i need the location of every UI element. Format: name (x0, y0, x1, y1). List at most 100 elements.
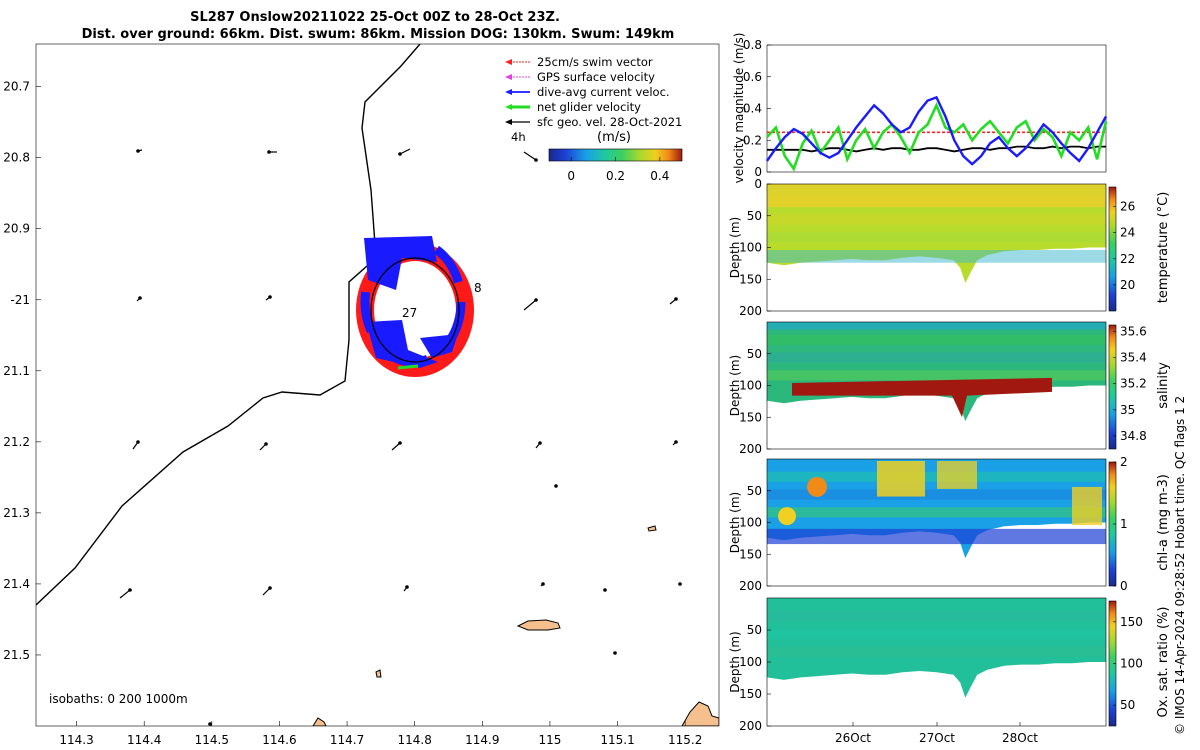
colorbar-tick-label: 20 (1120, 278, 1135, 292)
colorbar-tick-label: 35.2 (1120, 377, 1147, 391)
legend-arrowhead-gps (505, 74, 512, 80)
glider-track (356, 236, 474, 377)
map-y-tick-label: 20.9 (3, 222, 30, 236)
map-y-tick-label: 21.4 (3, 577, 30, 591)
colorbar-tick-label: 24 (1120, 226, 1135, 240)
colorbar-label: salinity (1156, 362, 1171, 409)
map-x-tick-label: 114.5 (195, 733, 229, 747)
colorbar-tick-label: 35.4 (1120, 351, 1147, 365)
depth-tick-label: 100 (739, 516, 762, 530)
geo-velocity-arrow-head (534, 158, 538, 162)
time-tick-label: 28Oct (1002, 731, 1038, 745)
heatmap-band (767, 334, 1106, 345)
map-y-tick-label: 20.7 (3, 80, 30, 94)
colorbar-tick-label: 0 (1120, 579, 1128, 593)
map-y-tick-label: 21.5 (3, 648, 30, 662)
map-colorbar-tick-label: 0.2 (606, 169, 625, 183)
depth-axis-label: Depth (m) (728, 355, 742, 416)
map-colorbar-ticks: 0 0.2 0.4 (567, 157, 669, 183)
depth-tick-label: 100 (739, 655, 762, 669)
velocity-y-tick-label: 0.8 (743, 38, 762, 52)
heatmap-band (767, 370, 1106, 381)
chl-patch (877, 461, 925, 497)
heatmap-panel-chl-a: 50 100 150 200 Depth (m) 0 1 2 chl-a (mg m-3) (728, 455, 1171, 593)
heatmap-band (767, 352, 1106, 363)
time-axis: 26Oct 27Oct 28Oct (835, 722, 1038, 745)
chl-patch (1072, 486, 1102, 526)
map-y-tick-label: 21.3 (3, 506, 30, 520)
map-y-axis: 20.7 20.8 20.9 -21 21.1 21.2 21.3 21.4 21.5 (3, 80, 41, 662)
geo-velocity-arrow-head (538, 441, 542, 445)
geo-velocity-arrow-head (138, 296, 142, 300)
geo-velocity-arrow-head (267, 150, 271, 154)
geo-velocity-arrow-head (136, 440, 140, 444)
colorbar-label: Ox. sat. ratio (%) (1156, 607, 1171, 718)
velocity-series-dive (766, 95, 1108, 166)
legend-label-sfc: sfc geo. vel. 28-Oct-2021 (537, 115, 682, 129)
depth-tick-label: 150 (739, 687, 762, 701)
legend-arrowhead-dive (505, 89, 512, 95)
legend-time-label: 4h (511, 130, 526, 144)
island-bottom-right (681, 701, 719, 726)
depth-tick-label: 100 (739, 379, 762, 393)
chl-deep-layer (767, 528, 1106, 545)
colorbar-label: temperature (°C) (1156, 192, 1171, 304)
heatmap-band (767, 610, 1106, 622)
geo-velocity-arrow (119, 589, 131, 599)
geo-velocity-arrow-head (136, 149, 140, 153)
colorbar-tick-label: 34.8 (1120, 429, 1147, 443)
legend-arrowhead-sfc (505, 119, 512, 125)
map-x-tick-label: 114.3 (59, 733, 93, 747)
legend-arrowhead-swim (505, 59, 512, 65)
geo-velocity-arrow-head (268, 295, 272, 299)
map-x-tick-label: 114.8 (398, 733, 432, 747)
depth-tick-label: 200 (739, 304, 762, 318)
heatmap-colorbar (1108, 186, 1117, 312)
chl-patch (807, 476, 827, 497)
title-line-2: Dist. over ground: 66km. Dist. swum: 86k… (82, 27, 675, 42)
heatmap-panel-temperature: 0 50 100 150 200 Depth (m) 20 22 24 26 temperature… (728, 177, 1171, 318)
geo-velocity-arrow (399, 148, 411, 155)
map-colorbar-tick-label: 0.4 (650, 169, 669, 183)
coastline (36, 44, 421, 606)
surface-geo-velocity-arrows (119, 148, 682, 726)
depth-axis-label: Depth (m) (728, 631, 742, 692)
map-y-tick-label: 21.2 (3, 435, 30, 449)
legend-label-gps: GPS surface velocity (537, 70, 655, 84)
title-line-1: SL287 Onslow20211022 25-Oct 00Z to 28-Oc… (190, 10, 560, 25)
heatmap-band (767, 489, 1106, 500)
heatmap-colorbar (1108, 324, 1117, 450)
heatmap-band (767, 646, 1106, 657)
geo-velocity-arrow-head (541, 582, 545, 586)
geo-velocity-arrow-head (613, 651, 617, 655)
colorbar-tick-label: 35.6 (1120, 325, 1147, 339)
island-bottom-left (312, 717, 327, 726)
velocity-y-tick-label: 0.6 (743, 70, 762, 84)
depth-axis-label: Depth (m) (728, 217, 742, 278)
map-x-tick-label: 114.6 (262, 733, 296, 747)
track-annotation-27: 27 (402, 306, 417, 320)
heatmap-panel-salinity: 50 100 150 200 Depth (m) 34.8 35 35.2 35.4 35.6 sa… (728, 321, 1171, 456)
depth-tick-label: 0 (754, 177, 762, 191)
depth-tick-label: 50 (747, 347, 762, 361)
island-small-1 (647, 525, 657, 532)
heatmap-band (767, 507, 1106, 518)
colorbar-tick-label: 22 (1120, 252, 1135, 266)
track-annotation-8: 8 (474, 281, 482, 295)
salinity-surface-layer (767, 322, 1106, 330)
colorbar-tick-label: 26 (1120, 200, 1135, 214)
map-x-axis: 114.3 114.4 114.5 114.6 114.7 114.8 114.9 115 11… (59, 721, 702, 747)
depth-tick-label: 100 (739, 241, 762, 255)
depth-tick-label: 150 (739, 410, 762, 424)
velocity-y-axis: 0 0.2 0.4 0.6 0.8 (743, 38, 771, 179)
map-colorbar-tick-label: 0 (567, 169, 575, 183)
chl-patch (778, 507, 796, 526)
depth-tick-label: 50 (747, 209, 762, 223)
map-x-tick-label: 114.7 (330, 733, 364, 747)
depth-tick-label: 150 (739, 272, 762, 286)
section-heatmaps: 0 50 100 150 200 Depth (m) 20 22 24 26 temperature… (728, 177, 1171, 733)
legend-label-dive: dive-avg current veloc. (537, 85, 670, 99)
geo-velocity-arrow-head (398, 441, 402, 445)
velocity-y-tick-label: 0 (754, 165, 762, 179)
